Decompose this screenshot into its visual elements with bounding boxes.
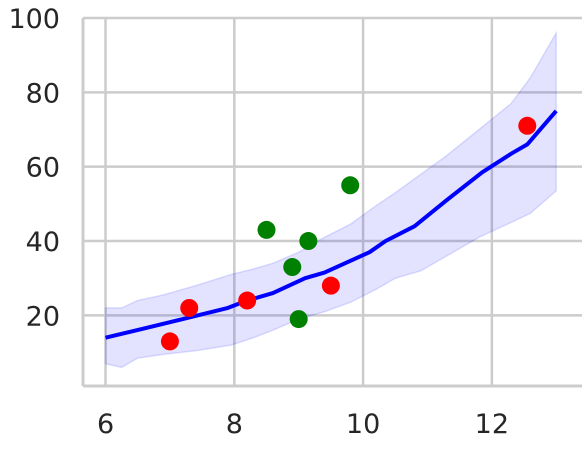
x-tick-label: 6 (97, 409, 114, 440)
y-tick-labels: 20 40 60 80 100 (8, 4, 60, 332)
y-tick-label: 100 (8, 4, 60, 35)
green-point (283, 258, 302, 277)
y-tick-label: 20 (26, 301, 60, 332)
x-tick-label: 12 (475, 409, 509, 440)
x-tick-labels: 6 8 10 12 (97, 409, 509, 440)
y-gridlines (83, 16, 582, 317)
red-point (180, 298, 199, 317)
trend-line (105, 109, 558, 340)
scatter-points (160, 116, 537, 351)
green-point (257, 220, 276, 239)
green-point (299, 232, 318, 251)
y-tick-label: 80 (26, 78, 60, 109)
green-point (289, 310, 308, 329)
x-tick-label: 10 (346, 409, 380, 440)
x-gridlines (104, 18, 494, 386)
x-tick-label: 8 (226, 409, 243, 440)
y-tick-label: 60 (26, 153, 60, 184)
red-point (321, 276, 340, 295)
red-point (160, 332, 179, 351)
y-tick-label: 40 (26, 227, 60, 258)
red-point (238, 291, 257, 310)
confidence-band (104, 30, 557, 369)
green-point (341, 176, 360, 195)
red-point (518, 116, 537, 135)
axes-frame (81, 18, 582, 388)
